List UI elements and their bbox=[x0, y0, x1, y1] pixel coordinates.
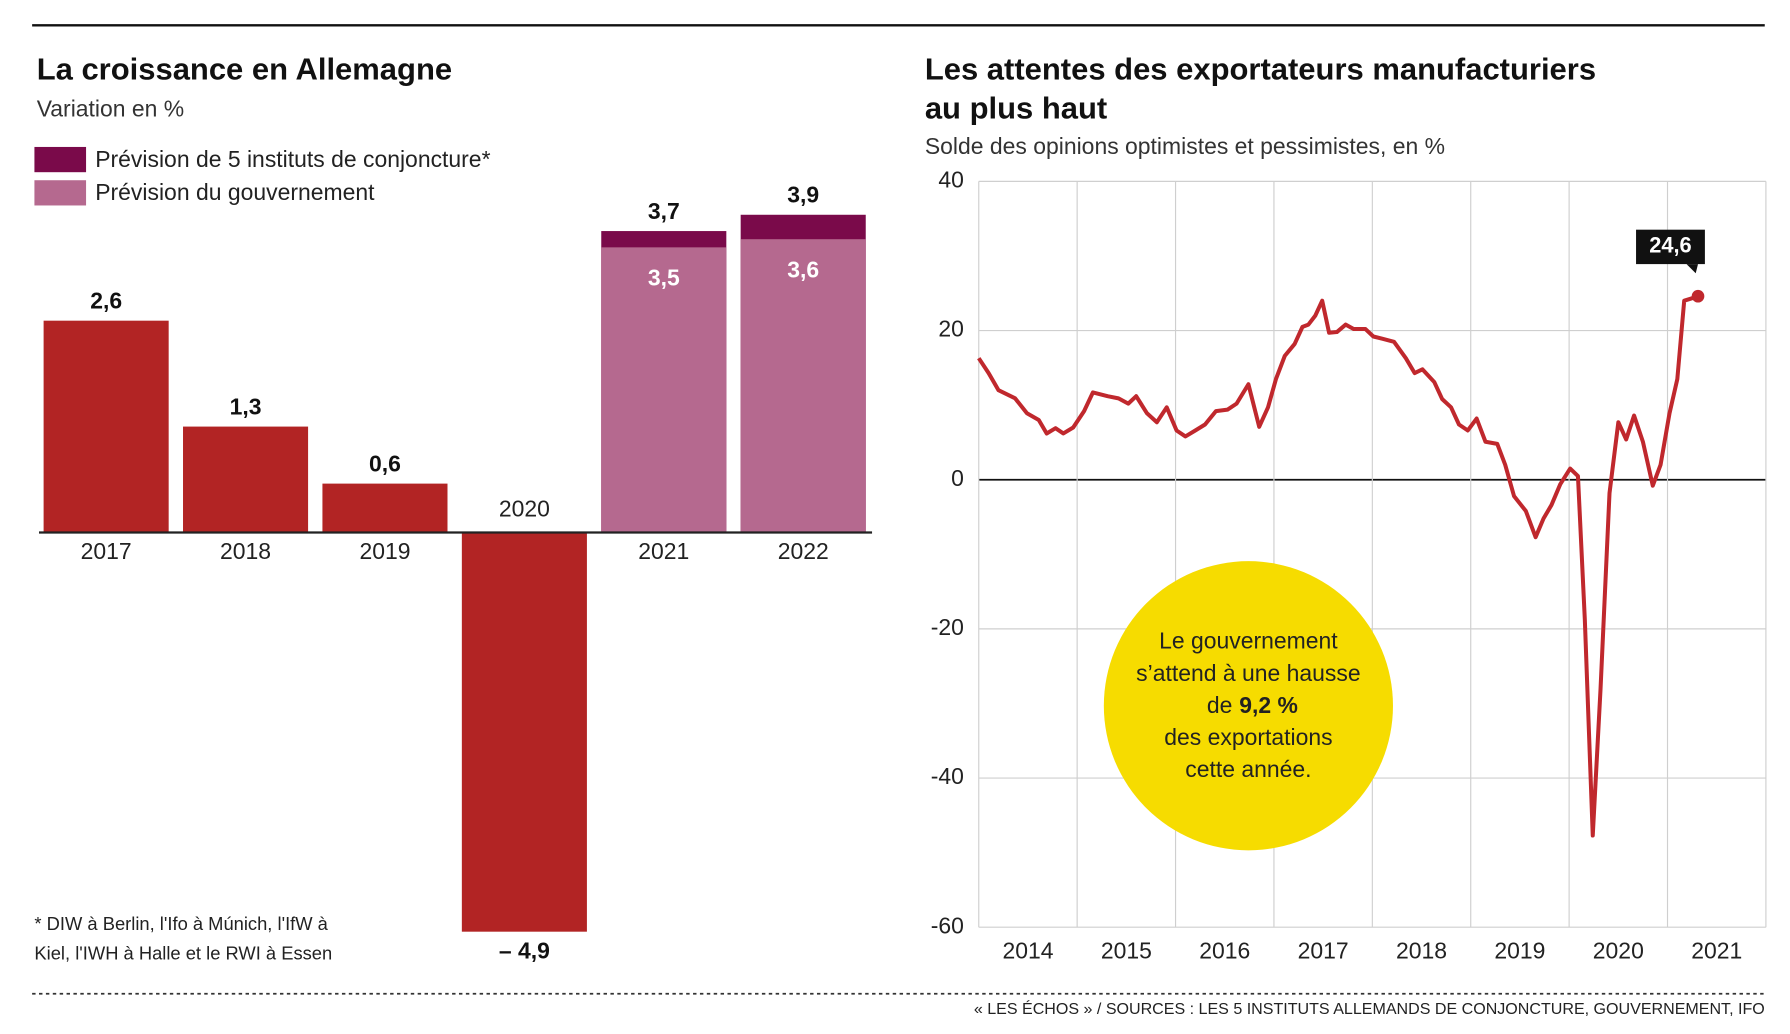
x-tick-label: 2019 bbox=[1494, 938, 1545, 964]
label-box bbox=[1636, 229, 1705, 265]
x-tick-label: 2022 bbox=[778, 538, 829, 564]
point bbox=[1691, 289, 1705, 303]
annotation-text: s’attend à une hausse bbox=[1136, 660, 1360, 686]
value-label: – 4,9 bbox=[499, 937, 550, 963]
bar bbox=[322, 483, 448, 533]
chart-subtitle: Solde des opinions optimistes et pessimi… bbox=[925, 133, 1445, 159]
annotation-text: Le gouvernement bbox=[1159, 628, 1338, 654]
footnote: * DIW à Berlin, l'Ifo à Múnich, l'IfW à bbox=[34, 913, 328, 934]
annotation-text: cette année. bbox=[1185, 756, 1311, 782]
legend-label: Prévision du gouvernement bbox=[95, 179, 375, 205]
y-tick-label: 40 bbox=[938, 166, 964, 192]
y-tick-label: -20 bbox=[931, 614, 964, 640]
annotation-bubble bbox=[1103, 561, 1393, 851]
x-tick-label: 2020 bbox=[1593, 938, 1644, 964]
value-label: 2,6 bbox=[90, 287, 122, 313]
footnote: Kiel, l'IWH à Halle et le RWI à Essen bbox=[34, 943, 332, 964]
value-label: 3,5 bbox=[648, 265, 680, 291]
x-tick-label: 2021 bbox=[1691, 938, 1742, 964]
label-pointer bbox=[1686, 264, 1699, 274]
x-tick-label: 2020 bbox=[499, 496, 550, 522]
value-label: 0,6 bbox=[369, 450, 401, 476]
bar bbox=[43, 320, 169, 533]
x-tick-label: 2016 bbox=[1199, 938, 1250, 964]
x-tick-label: 2019 bbox=[359, 538, 410, 564]
annotation-text: des exportations bbox=[1164, 724, 1332, 750]
x-tick-label: 2021 bbox=[638, 538, 689, 564]
annotation-text: de bbox=[1207, 692, 1233, 718]
value-label: 3,9 bbox=[787, 181, 819, 207]
bar bbox=[601, 247, 727, 533]
chart-title: La croissance en Allemagne bbox=[37, 51, 452, 86]
y-tick-label: -40 bbox=[931, 763, 964, 789]
x-tick-label: 2018 bbox=[1396, 938, 1447, 964]
chart-title: au plus haut bbox=[925, 90, 1107, 125]
value-label: 24,6 bbox=[1649, 233, 1691, 258]
value-label: 3,6 bbox=[787, 256, 819, 282]
bar bbox=[461, 532, 587, 932]
bar bbox=[740, 239, 866, 533]
x-tick-label: 2017 bbox=[1298, 938, 1349, 964]
value-label: 1,3 bbox=[230, 393, 262, 419]
chart-subtitle: Variation en % bbox=[37, 95, 184, 121]
value-label: 3,7 bbox=[648, 198, 680, 224]
legend-swatch bbox=[34, 180, 87, 206]
source: « LES ÉCHOS » / SOURCES : LES 5 INSTITUT… bbox=[974, 999, 1765, 1018]
line bbox=[977, 294, 1699, 838]
x-tick-label: 2015 bbox=[1101, 938, 1152, 964]
x-tick-label: 2014 bbox=[1002, 938, 1053, 964]
legend-swatch bbox=[34, 146, 87, 173]
y-tick-label: -60 bbox=[931, 912, 964, 938]
annotation-highlight: 9,2 % bbox=[1239, 692, 1298, 718]
y-tick-label: 20 bbox=[938, 316, 964, 342]
y-tick-label: 0 bbox=[951, 465, 964, 491]
x-tick-label: 2017 bbox=[81, 538, 132, 564]
x-tick-label: 2018 bbox=[220, 538, 271, 564]
legend-label: Prévision de 5 instituts de conjoncture* bbox=[95, 146, 490, 172]
bar bbox=[183, 426, 309, 533]
chart-title: Les attentes des exportateurs manufactur… bbox=[925, 51, 1596, 86]
